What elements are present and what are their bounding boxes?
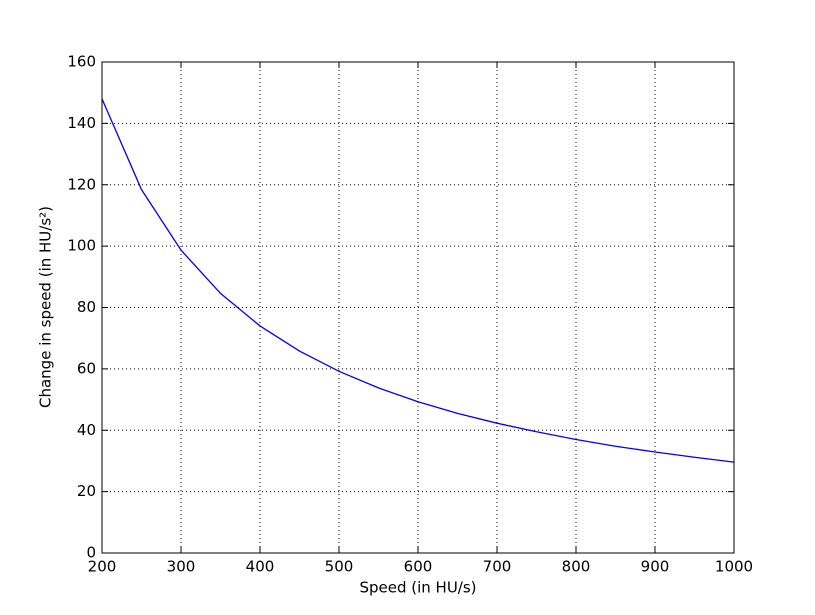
x-tick-label: 300 bbox=[167, 558, 196, 576]
y-tick-label: 20 bbox=[77, 482, 96, 500]
y-tick-label: 140 bbox=[67, 114, 96, 132]
x-tick-label: 800 bbox=[562, 558, 591, 576]
x-tick-label: 600 bbox=[404, 558, 433, 576]
x-tick-label: 700 bbox=[483, 558, 512, 576]
y-tick-label: 100 bbox=[67, 237, 96, 255]
y-tick-label: 80 bbox=[77, 298, 96, 316]
y-axis-label: Change in speed (in HU/s²) bbox=[37, 206, 55, 408]
x-tick-label: 400 bbox=[246, 558, 275, 576]
y-tick-label: 0 bbox=[86, 544, 96, 562]
data-line bbox=[101, 98, 735, 463]
y-tick-label: 40 bbox=[77, 421, 96, 439]
y-tick-label: 120 bbox=[67, 175, 96, 193]
x-tick-label: 900 bbox=[641, 558, 670, 576]
x-axis-label: Speed (in HU/s) bbox=[359, 579, 476, 597]
plot-frame bbox=[101, 61, 735, 554]
x-tick-label: 1000 bbox=[715, 558, 753, 576]
x-tick-label: 200 bbox=[88, 558, 117, 576]
y-tick-label: 160 bbox=[67, 53, 96, 71]
y-tick-label: 60 bbox=[77, 359, 96, 377]
x-tick-label: 500 bbox=[325, 558, 354, 576]
